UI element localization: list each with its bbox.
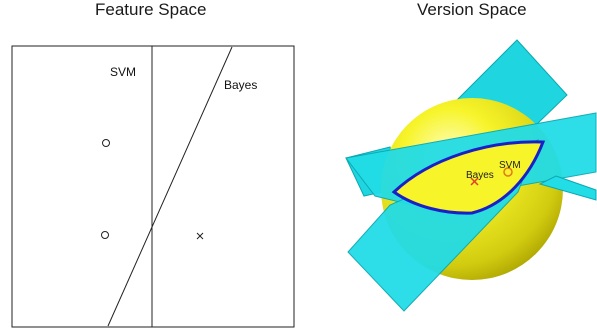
version-space-panel: Bayes SVM bbox=[345, 39, 597, 312]
svm-label: SVM bbox=[110, 65, 136, 79]
feature-space-panel: SVM Bayes bbox=[11, 45, 295, 328]
bayes-boundary-line bbox=[107, 46, 233, 327]
version-space-region bbox=[391, 140, 546, 215]
svm-point-marker bbox=[503, 167, 513, 177]
bayes-point-marker bbox=[470, 177, 479, 186]
bayes-label: Bayes bbox=[224, 78, 257, 92]
feature-space-title: Feature Space bbox=[95, 0, 207, 19]
version-space-title: Version Space bbox=[417, 0, 527, 19]
hyperplane-right-edge bbox=[538, 175, 597, 201]
data-point-circle bbox=[102, 139, 110, 147]
version-svm-label: SVM bbox=[499, 160, 521, 171]
version-bayes-label: Bayes bbox=[466, 170, 494, 181]
data-point-cross bbox=[196, 232, 204, 240]
data-point-circle bbox=[101, 231, 109, 239]
feature-space-frame bbox=[11, 45, 295, 328]
